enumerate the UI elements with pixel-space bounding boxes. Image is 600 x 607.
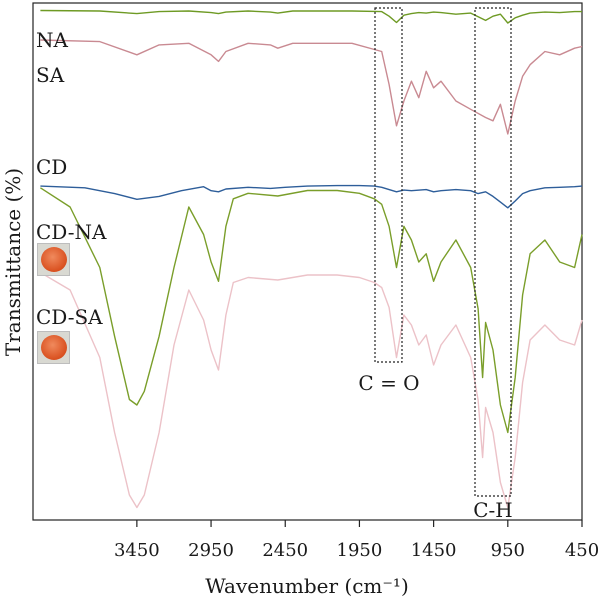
sample-dish-cd-sa bbox=[41, 335, 67, 360]
sample-dish-cd-na bbox=[41, 247, 67, 272]
sample-photo-cd-na bbox=[37, 243, 70, 276]
series-line-cd-sa bbox=[40, 271, 583, 509]
x-tick-label-1450: 1450 bbox=[411, 540, 457, 561]
annotation-ch: C-H bbox=[473, 498, 513, 522]
x-tick-label-3450: 3450 bbox=[114, 540, 160, 561]
series-label-na: NA bbox=[36, 28, 69, 52]
co-highlight-box bbox=[374, 7, 403, 363]
annotation-co: C = O bbox=[358, 371, 419, 395]
series-label-cd: CD bbox=[36, 155, 67, 179]
ch-highlight-box bbox=[474, 7, 512, 497]
series-label-sa: SA bbox=[36, 63, 65, 87]
series-line-sa bbox=[40, 39, 583, 135]
x-tick-label-950: 950 bbox=[491, 540, 525, 561]
x-tick-label-2450: 2450 bbox=[262, 540, 308, 561]
series-line-cd bbox=[40, 184, 583, 209]
x-tick-label-450: 450 bbox=[565, 540, 599, 561]
y-axis-label: Transmittance (%) bbox=[1, 168, 25, 356]
series-line-na bbox=[40, 9, 582, 24]
x-tick-label-2950: 2950 bbox=[188, 540, 234, 561]
series-label-cd-na: CD-NA bbox=[36, 220, 107, 244]
series-line-cd-na bbox=[40, 187, 583, 434]
series-layer bbox=[40, 9, 583, 509]
x-tick-label-1950: 1950 bbox=[337, 540, 383, 561]
sample-photo-cd-sa bbox=[37, 331, 70, 364]
plot-frame bbox=[32, 2, 583, 521]
x-axis-ticks: 3450 2950 2450 1950 1450 950 450 bbox=[114, 520, 599, 561]
x-axis-label: Wavenumber (cm⁻¹) bbox=[205, 574, 409, 598]
series-label-cd-sa: CD-SA bbox=[36, 305, 103, 329]
